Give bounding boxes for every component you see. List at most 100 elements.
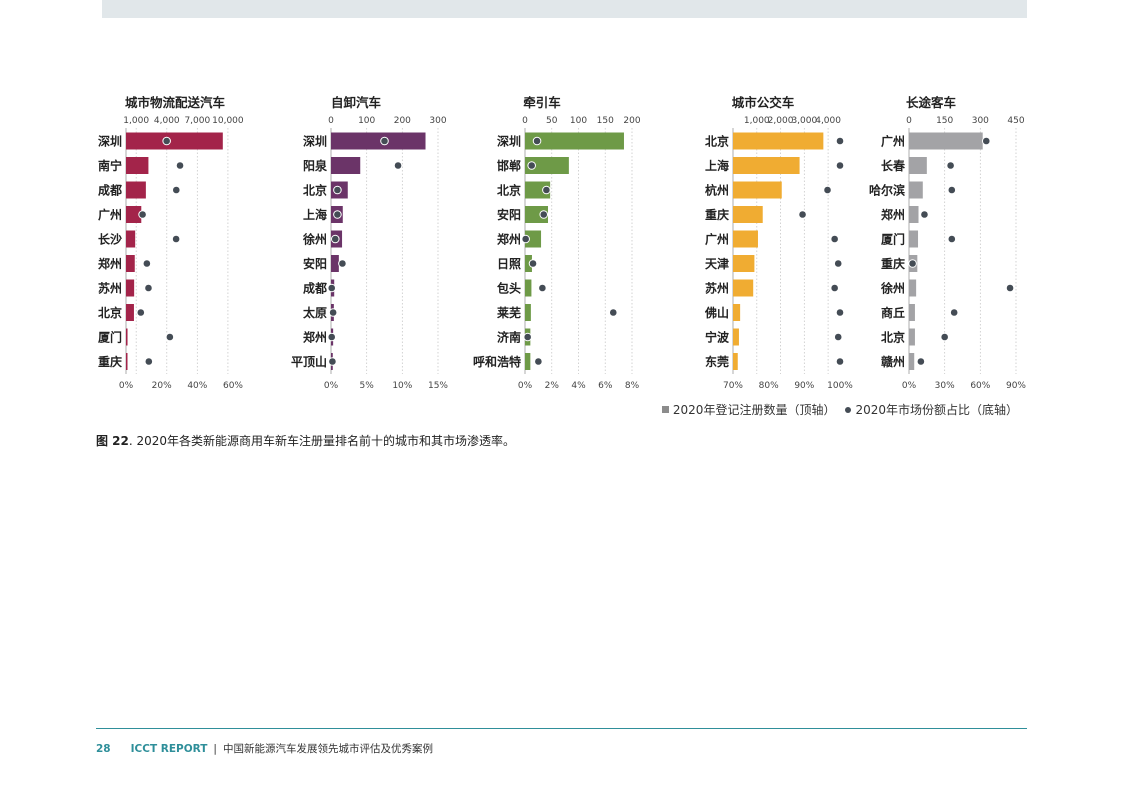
top-band bbox=[102, 0, 1027, 18]
category-label: 郑州 bbox=[497, 232, 521, 247]
share-dot bbox=[830, 283, 839, 293]
bar bbox=[126, 230, 136, 248]
share-dot bbox=[835, 357, 845, 366]
bar bbox=[126, 279, 135, 297]
share-dot bbox=[947, 185, 957, 195]
top-tick-label: 2,000 bbox=[768, 116, 794, 126]
footer: 28 ICCT REPORT | 中国新能源汽车发展领先城市评估及优秀案例 bbox=[96, 741, 433, 756]
share-dot bbox=[833, 332, 843, 342]
figure-caption: 图 22. 2020年各类新能源商用车新车注册量排名前十的城市和其市场渗透率。 bbox=[96, 432, 515, 449]
category-label: 郑州 bbox=[881, 207, 905, 222]
category-label: 北京 bbox=[303, 183, 327, 198]
share-dot bbox=[138, 210, 147, 219]
share-dot bbox=[327, 332, 337, 342]
bar bbox=[126, 157, 149, 174]
category-label: 苏州 bbox=[705, 281, 729, 296]
bar bbox=[909, 206, 919, 223]
share-dot bbox=[830, 234, 839, 244]
top-tick-label: 200 bbox=[623, 116, 640, 126]
share-dot bbox=[523, 332, 532, 342]
footer-separator: | bbox=[213, 743, 217, 755]
bottom-tick-label: 90% bbox=[794, 381, 814, 391]
bar bbox=[733, 353, 738, 370]
category-label: 安阳 bbox=[497, 207, 521, 222]
chart-title: 城市物流配送汽车 bbox=[125, 95, 226, 110]
share-dot bbox=[1005, 283, 1015, 293]
bar bbox=[126, 328, 128, 346]
chart-title: 长途客车 bbox=[906, 95, 957, 110]
bar bbox=[909, 132, 983, 150]
bottom-tick-label: 80% bbox=[759, 381, 779, 391]
category-label: 平顶山 bbox=[291, 354, 327, 369]
category-label: 济南 bbox=[497, 330, 521, 345]
bar bbox=[909, 328, 915, 346]
chart-title: 城市公交车 bbox=[732, 95, 795, 110]
bar bbox=[909, 353, 915, 370]
share-dot bbox=[144, 357, 154, 366]
bottom-tick-label: 15% bbox=[428, 381, 448, 391]
share-dot bbox=[542, 185, 551, 195]
bar bbox=[733, 328, 739, 346]
legend-dot-icon bbox=[845, 406, 852, 413]
share-dot bbox=[175, 161, 185, 170]
share-dot bbox=[393, 161, 403, 170]
category-label: 日照 bbox=[497, 256, 521, 271]
bar bbox=[525, 304, 531, 321]
share-dot bbox=[534, 357, 543, 366]
category-label: 包头 bbox=[496, 281, 521, 296]
share-dot bbox=[162, 136, 171, 146]
bottom-tick-label: 0% bbox=[902, 381, 917, 391]
category-label: 厦门 bbox=[881, 232, 905, 247]
share-dot bbox=[521, 234, 530, 244]
share-dot bbox=[144, 283, 153, 293]
share-dot bbox=[833, 259, 843, 268]
share-dot bbox=[333, 185, 342, 195]
share-dot bbox=[527, 161, 536, 170]
legend-bar-label: 2020年登记注册数量（顶轴） bbox=[672, 403, 836, 417]
share-dot bbox=[528, 259, 538, 268]
category-label: 北京 bbox=[881, 330, 905, 345]
bar bbox=[525, 181, 551, 199]
category-label: 长沙 bbox=[98, 232, 122, 247]
category-label: 重庆 bbox=[98, 354, 122, 369]
category-label: 重庆 bbox=[881, 256, 905, 271]
bar bbox=[126, 255, 135, 272]
top-tick-label: 7,000 bbox=[184, 116, 210, 126]
bar bbox=[733, 132, 824, 150]
share-dot bbox=[538, 283, 547, 293]
category-label: 宁波 bbox=[705, 330, 730, 345]
bar bbox=[525, 230, 542, 248]
share-dot bbox=[949, 308, 959, 317]
category-label: 哈尔滨 bbox=[869, 183, 905, 198]
category-label: 广州 bbox=[705, 232, 729, 247]
share-dot bbox=[165, 332, 175, 342]
top-tick-label: 1,000 bbox=[123, 116, 149, 126]
bar bbox=[525, 353, 531, 370]
category-label: 商丘 bbox=[881, 305, 905, 320]
bar bbox=[733, 230, 758, 248]
category-label: 邯郸 bbox=[497, 158, 521, 173]
share-dot bbox=[946, 161, 955, 170]
category-label: 深圳 bbox=[303, 134, 327, 149]
bar bbox=[733, 255, 755, 272]
report-title: 中国新能源汽车发展领先城市评估及优秀案例 bbox=[222, 743, 433, 755]
bar bbox=[126, 353, 128, 370]
top-tick-label: 4,000 bbox=[154, 116, 180, 126]
bar bbox=[525, 157, 569, 174]
bottom-tick-label: 70% bbox=[723, 381, 743, 391]
category-label: 徐州 bbox=[880, 281, 905, 296]
bottom-tick-label: 2% bbox=[545, 381, 560, 391]
category-label: 徐州 bbox=[302, 232, 327, 247]
legend-square-icon bbox=[661, 406, 669, 413]
bottom-tick-label: 100% bbox=[827, 381, 853, 391]
bottom-tick-label: 0% bbox=[518, 381, 533, 391]
bar bbox=[733, 206, 763, 223]
top-tick-label: 4,000 bbox=[815, 116, 841, 126]
top-tick-label: 200 bbox=[394, 116, 411, 126]
share-dot bbox=[333, 210, 342, 219]
caption-prefix: 图 22 bbox=[96, 434, 129, 448]
bar bbox=[525, 132, 624, 150]
top-tick-label: 300 bbox=[429, 116, 446, 126]
bottom-tick-label: 8% bbox=[625, 381, 640, 391]
bar bbox=[909, 230, 919, 248]
